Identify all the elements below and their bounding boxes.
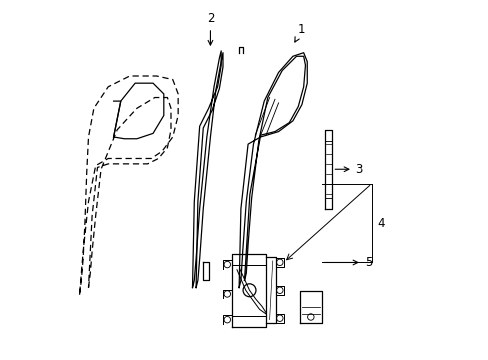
Text: 3: 3 [334,163,362,176]
Text: 2: 2 [206,12,214,45]
Text: 4: 4 [376,216,384,230]
Text: 1: 1 [294,23,305,42]
Text: 5: 5 [324,256,371,269]
